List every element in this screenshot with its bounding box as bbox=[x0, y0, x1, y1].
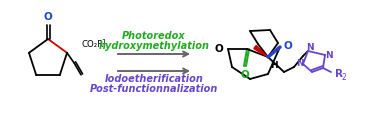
Text: Iodoetherification: Iodoetherification bbox=[105, 74, 203, 84]
Text: N: N bbox=[325, 50, 333, 59]
Text: hydroxymethylation: hydroxymethylation bbox=[99, 41, 209, 51]
Text: N: N bbox=[306, 43, 314, 53]
Text: N: N bbox=[296, 59, 304, 68]
Text: CO₂R: CO₂R bbox=[81, 40, 103, 49]
Text: H: H bbox=[270, 61, 278, 70]
Text: 1: 1 bbox=[101, 39, 105, 45]
Text: O: O bbox=[214, 44, 223, 54]
Polygon shape bbox=[254, 45, 268, 57]
Text: R: R bbox=[335, 69, 343, 79]
Text: Photoredox: Photoredox bbox=[122, 31, 186, 41]
Text: 2: 2 bbox=[342, 72, 347, 82]
Text: O: O bbox=[284, 41, 293, 51]
Text: O: O bbox=[43, 12, 53, 22]
Text: O: O bbox=[241, 70, 249, 80]
Text: Post-functionnalization: Post-functionnalization bbox=[90, 84, 218, 94]
